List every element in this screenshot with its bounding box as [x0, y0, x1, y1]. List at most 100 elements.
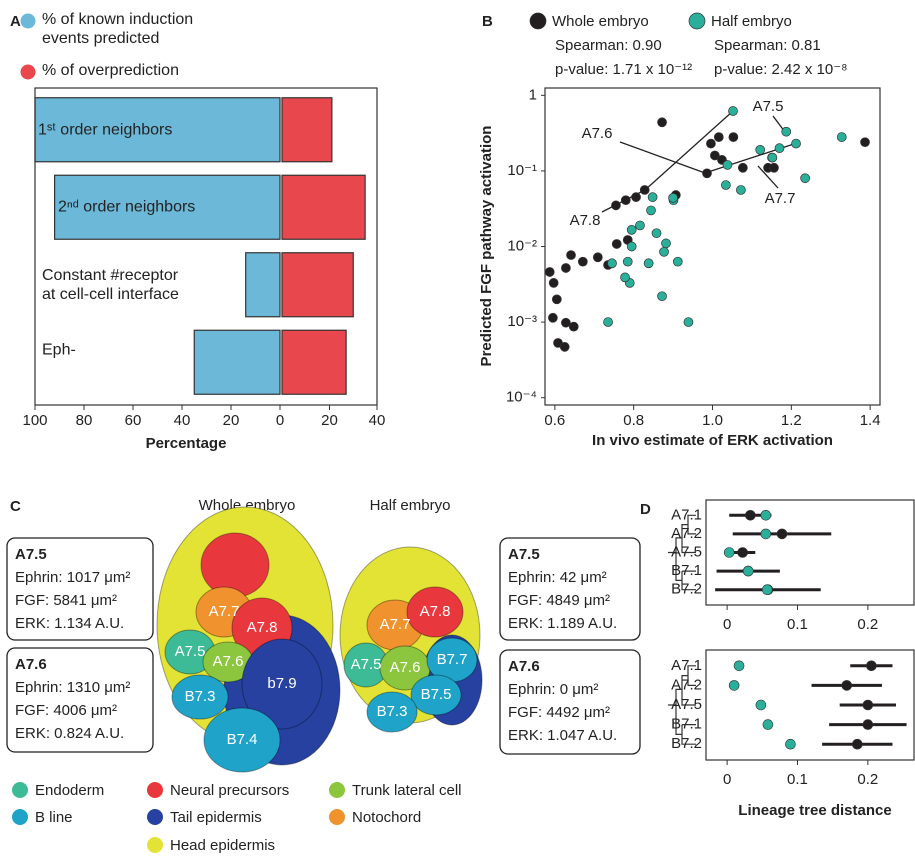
point	[737, 547, 748, 558]
point	[781, 126, 792, 137]
point	[710, 150, 720, 161]
lineage-tree	[668, 665, 696, 745]
card-line: Ephrin: 0 μm²	[508, 681, 598, 698]
point	[668, 193, 678, 203]
point	[723, 547, 735, 558]
info-card	[6, 647, 154, 753]
lineage-tree	[668, 514, 696, 591]
legend-label: B line	[35, 809, 73, 826]
x-tick-label: 0.8	[623, 412, 644, 429]
legend-marker	[20, 64, 36, 80]
point	[622, 256, 633, 267]
x-tick-label: 80	[76, 412, 93, 429]
point	[611, 239, 622, 249]
y-tick-label: 1	[529, 86, 537, 103]
info-card	[499, 537, 641, 641]
category-label: B7.2	[671, 581, 702, 598]
embryo-cell	[366, 691, 418, 733]
point	[548, 278, 559, 288]
legend-label: Endoderm	[35, 782, 104, 799]
card-title: A7.6	[508, 658, 540, 675]
cell-label: A7.7	[209, 603, 240, 620]
bar	[34, 97, 281, 163]
legend-label: Head epidermis	[170, 837, 275, 854]
point	[559, 342, 570, 352]
point	[661, 238, 671, 249]
card-line: ERK: 0.824 A.U.	[15, 725, 124, 742]
legend-marker	[147, 837, 163, 853]
card-title: A7.5	[15, 546, 47, 563]
category-label: B7.1	[671, 562, 702, 579]
category-label: 1ˢᵗ order neighbors	[38, 121, 173, 139]
legend-marker	[329, 809, 345, 825]
cell-label: A7.7	[380, 616, 411, 633]
legend-marker	[688, 12, 706, 30]
legend-marker	[329, 782, 345, 798]
point	[761, 584, 773, 596]
point	[760, 528, 772, 540]
point	[862, 699, 874, 711]
y-tick-label: 10⁻⁴	[506, 389, 537, 406]
legend-marker	[147, 809, 163, 825]
x-tick-label: 20	[321, 412, 338, 429]
x-tick-label: 0	[723, 771, 731, 788]
point	[745, 509, 756, 521]
card-line: Ephrin: 1310 μm²	[15, 679, 130, 696]
point	[561, 263, 571, 273]
point	[800, 173, 810, 184]
card-line: Ephrin: 42 μm²	[508, 569, 607, 586]
card-line: ERK: 1.189 A.U.	[508, 615, 617, 632]
bar	[193, 329, 281, 395]
point	[776, 528, 788, 540]
point	[728, 106, 738, 116]
point	[737, 162, 748, 173]
point	[722, 160, 733, 170]
point	[672, 256, 683, 267]
point	[626, 225, 637, 235]
y-tick-label: 10⁻¹	[507, 162, 537, 179]
legend-label: Tail epidermis	[170, 809, 262, 826]
point	[643, 258, 654, 269]
legend-label: Notochord	[352, 809, 421, 826]
embryo-cell	[171, 674, 229, 720]
legend-marker	[529, 12, 547, 30]
cell-label: B7.5	[421, 686, 452, 703]
point	[736, 185, 746, 195]
category-label: B7.2	[671, 735, 702, 752]
legend-marker	[12, 782, 28, 798]
annotation: A7.7	[765, 190, 796, 207]
card-title: A7.5	[508, 546, 540, 563]
x-tick-label: 0.6	[544, 412, 565, 429]
legend-label: Neural precursors	[170, 782, 289, 799]
x-tick-label: 0	[723, 616, 731, 633]
bar	[281, 174, 366, 240]
point	[561, 317, 571, 328]
info-card	[6, 537, 154, 641]
point	[657, 291, 667, 302]
category-label: B7.1	[671, 716, 702, 733]
category-label: Constant #receptor at cell-cell interfac…	[42, 267, 179, 303]
bar	[281, 97, 333, 163]
point	[544, 267, 555, 277]
plot-frame	[34, 87, 378, 406]
legend-marker	[20, 13, 36, 29]
embryo-cell	[203, 707, 281, 773]
cell-label: B7.4	[227, 731, 258, 748]
y-tick-label: 10⁻³	[507, 313, 537, 330]
card-line: Ephrin: 1017 μm²	[15, 569, 130, 586]
legend-stat: p-value: 1.71 x 10⁻¹²	[555, 61, 692, 78]
point	[713, 132, 724, 142]
annotation-line	[644, 110, 734, 191]
point	[683, 317, 694, 327]
legend-stat: p-value: 2.42 x 10⁻⁸	[714, 61, 848, 78]
annotation: A7.6	[582, 125, 613, 142]
x-tick-label: 1.4	[860, 412, 881, 429]
embryo-cell	[410, 674, 462, 716]
panel-label: D	[640, 501, 651, 518]
category-label: A7.1	[671, 657, 702, 674]
card-title: A7.6	[15, 656, 47, 673]
legend-stat: Spearman: 0.81	[714, 37, 821, 54]
annotation: A7.5	[753, 98, 784, 115]
category-label: Eph-	[42, 341, 76, 359]
